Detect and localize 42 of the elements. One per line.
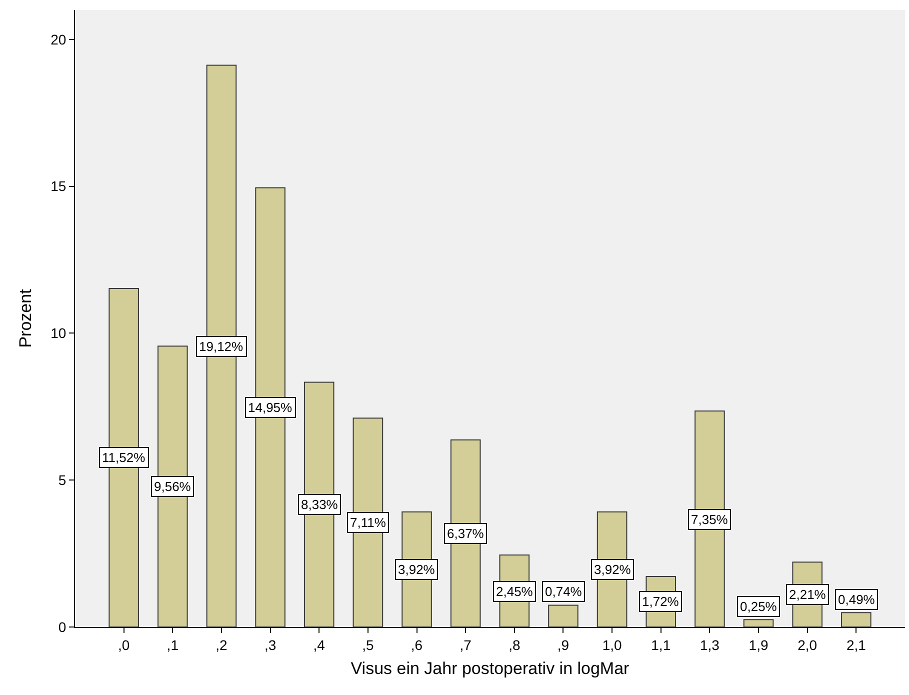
x-tick-label: 1,1 [651,636,671,653]
x-tick-label: ,4 [313,636,326,653]
data-label: 19,12% [199,339,244,354]
data-label: 11,52% [102,450,146,465]
x-tick-label: ,2 [216,636,228,653]
y-tick-label: 20 [50,31,66,48]
data-label: 2,45% [496,584,534,599]
data-label: 3,92% [594,562,632,577]
y-axis-title: Prozent [16,288,35,348]
y-tick-label: 5 [58,472,66,488]
y-tick-label: 10 [50,325,66,342]
x-axis-title: Visus ein Jahr postoperativ in logMar [350,659,630,678]
data-label: 0,25% [740,599,778,614]
bar [841,612,872,627]
x-tick-label: ,9 [557,636,570,653]
x-tick-label: 2,0 [798,636,818,653]
x-tick-label: ,1 [166,636,179,653]
x-tick-label: 1,9 [748,636,768,653]
x-tick-label: ,5 [362,636,374,653]
data-label: 7,11% [350,515,386,530]
data-label: 2,21% [789,587,826,602]
data-label: 7,35% [691,512,728,527]
data-label: 14,95% [248,400,293,415]
data-label: 8,33% [301,497,338,512]
y-tick-label: 15 [50,178,66,194]
y-tick-label: 0 [58,618,66,635]
data-label: 0,74% [545,584,582,599]
data-label: 3,92% [398,562,436,577]
data-label: 0,49% [838,592,876,607]
x-tick-label: 1,3 [700,636,720,653]
x-tick-label: 1,0 [602,636,622,653]
data-label: 6,37% [447,526,484,541]
data-label: 1,72% [642,594,680,609]
bar [548,604,578,627]
data-label: 9,56% [154,479,192,494]
x-tick-label: ,6 [410,636,423,653]
bar [743,619,774,627]
x-tick-label: ,7 [460,636,472,653]
x-tick-label: ,8 [508,636,520,653]
x-tick-label: ,3 [264,636,276,653]
x-tick-label: 2,1 [846,636,866,653]
x-tick-label: ,0 [118,636,130,653]
